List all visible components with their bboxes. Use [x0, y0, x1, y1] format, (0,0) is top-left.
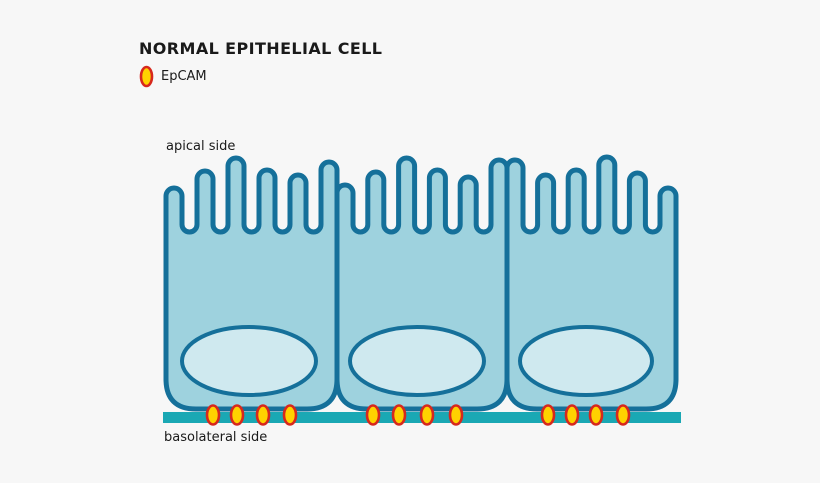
epcam-molecule [205, 404, 221, 426]
epcam-molecule [448, 404, 464, 426]
apical-side-label: apical side [166, 139, 236, 154]
epcam-molecule [255, 404, 271, 426]
epcam-molecule [564, 404, 580, 426]
cell-nucleus [348, 325, 486, 397]
epcam-molecule [588, 404, 604, 426]
epcam-molecule [540, 404, 556, 426]
epcam-oval-icon [139, 65, 154, 88]
epcam-molecule [419, 404, 435, 426]
epcam-molecule [615, 404, 631, 426]
diagram-title: NORMAL EPITHELIAL CELL [139, 39, 383, 58]
cell-nucleus [518, 325, 654, 397]
legend-epcam-label: EpCAM [161, 69, 207, 84]
epcam-molecule [282, 404, 298, 426]
epcam-molecule [391, 404, 407, 426]
legend: EpCAM [139, 65, 207, 88]
epcam-molecule [365, 404, 381, 426]
basolateral-side-label: basolateral side [164, 430, 268, 445]
cell-nucleus [180, 325, 318, 397]
epcam-molecule [229, 404, 245, 426]
